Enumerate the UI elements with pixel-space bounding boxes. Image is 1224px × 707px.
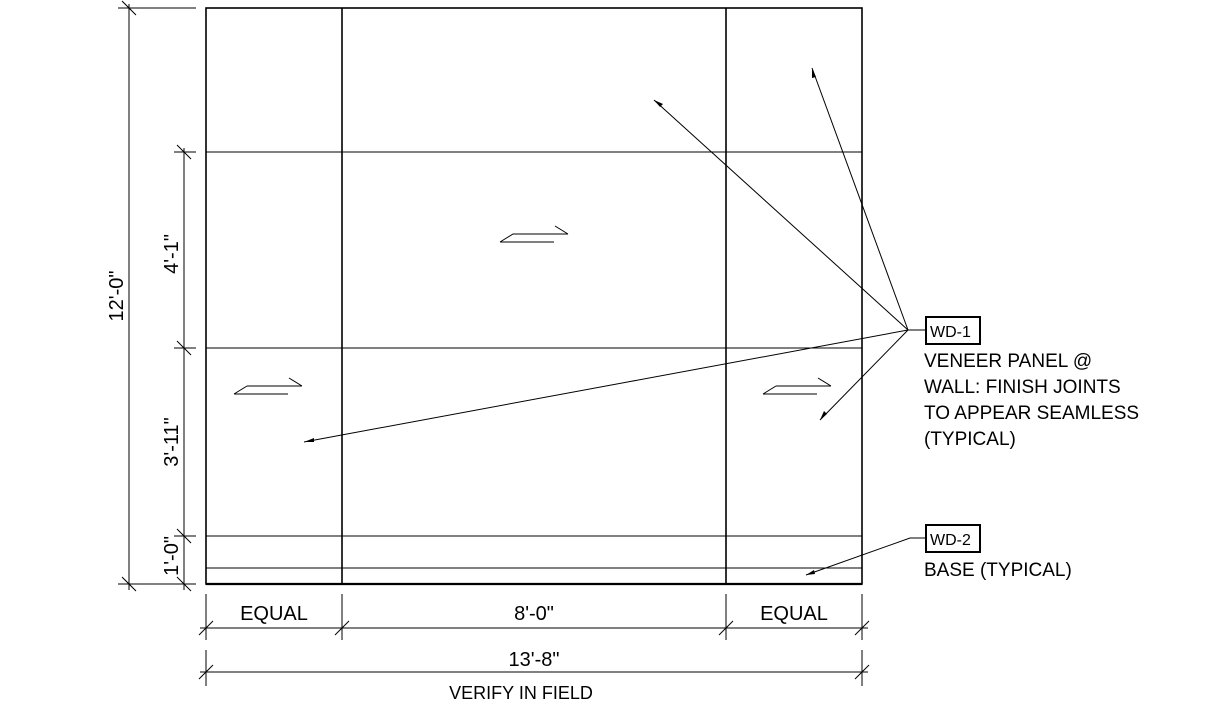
verify-in-field-note: VERIFY IN FIELD [449,683,593,703]
wall-outline [205,7,863,585]
wd2-tag-code: WD-2 [930,532,971,549]
overall-height-dimension [118,0,196,592]
wall-elevation [205,7,863,586]
wd1-leaders [303,67,926,443]
wd1-tag-code: WD-1 [930,324,971,341]
wd1-note-line-4: (TYPICAL) [924,429,1016,450]
wd2-tag-box [925,524,981,553]
wd1-note-line-3: TO APPEAR SEAMLESS [924,403,1139,424]
panel-width-dimensions [198,594,870,640]
lower-panel-height-label: 3'-11" [161,417,183,466]
grain-direction-arrow-center [499,225,569,243]
overall-height-label: 12'-0" [106,271,128,322]
grain-direction-arrow-right [762,377,832,395]
left-panel-width-label: EQUAL [240,603,308,625]
center-panel-width-label: 8'-0" [514,603,554,625]
grain-direction-arrow-left [233,377,303,395]
wd1-tag-box [925,316,981,345]
base-height-label: 1'-0" [161,536,183,576]
wd2-note-line-1: BASE (TYPICAL) [924,560,1072,581]
upper-panel-height-label: 4'-1" [161,234,183,274]
right-panel-width-label: EQUAL [760,603,828,625]
overall-width-label: 13'-8" [509,649,560,671]
overall-width-dimension [198,650,870,686]
wd2-leader [805,537,926,576]
panel-height-dimensions [174,144,196,592]
wd1-note-line-1: VENEER PANEL @ [924,351,1092,372]
wd1-note-line-2: WALL: FINISH JOINTS [924,377,1121,398]
